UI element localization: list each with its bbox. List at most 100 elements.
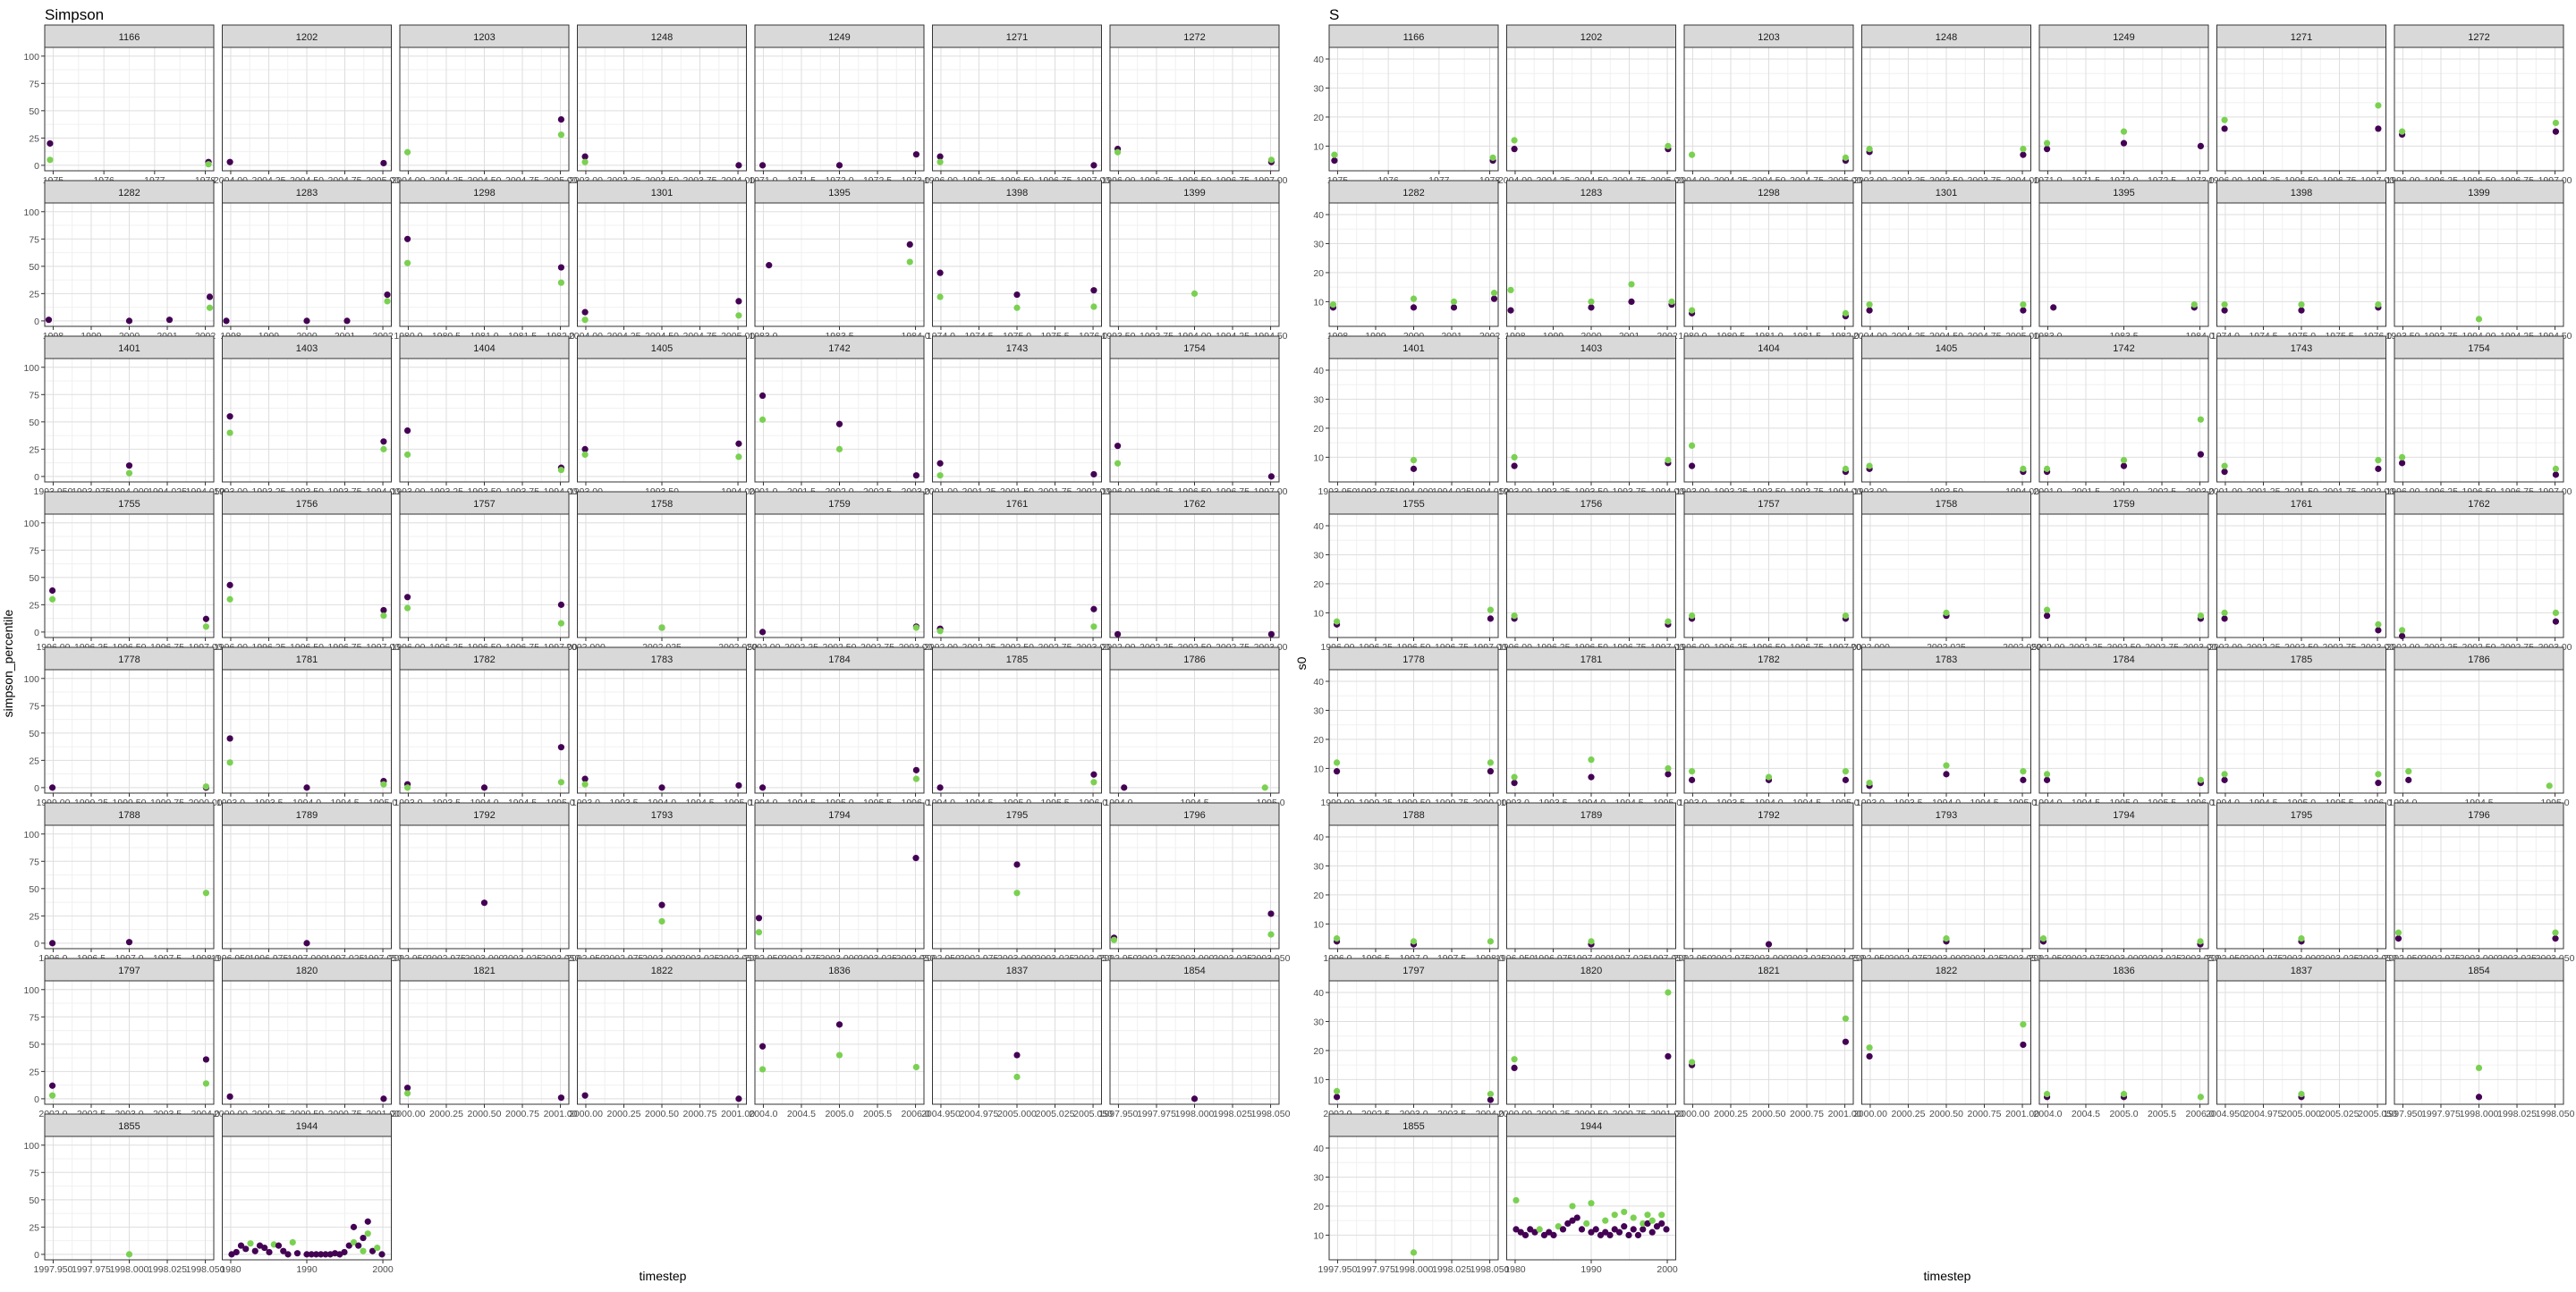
- y-tick-label: 20: [1313, 1046, 1324, 1057]
- x-tick-label: 2004.0: [749, 1109, 777, 1119]
- data-point-green: [2190, 301, 2198, 308]
- s-facet-grid: 116610203040197519761977197812022004.002…: [1313, 24, 2575, 1275]
- data-point-purple: [2050, 304, 2057, 311]
- data-point-purple: [48, 1082, 56, 1089]
- x-tick-label: 1997.950: [2384, 1109, 2423, 1119]
- panel-border: [2394, 669, 2564, 794]
- y-tick-label: 0: [34, 317, 39, 327]
- data-point-purple: [1625, 1231, 1632, 1238]
- data-point-purple: [480, 899, 488, 907]
- panel-border: [932, 669, 1102, 794]
- data-point-green: [1487, 606, 1495, 613]
- facet-strip-label: 1792: [1758, 810, 1779, 821]
- panel-border: [399, 824, 570, 950]
- x-tick-label: 1997.975: [1137, 1109, 1176, 1119]
- data-point-green: [1511, 1056, 1518, 1063]
- facet-panel: 17861994.01994.51995.0: [1104, 646, 1285, 808]
- data-point-purple: [2020, 776, 2027, 783]
- data-point-green: [1511, 612, 1518, 620]
- panel-border: [1328, 202, 1499, 327]
- data-point-green: [350, 1238, 358, 1246]
- data-point-green: [1090, 779, 1097, 786]
- facet-panel: 116602550751001975197619771978: [23, 24, 216, 186]
- data-point-purple: [384, 291, 391, 299]
- y-tick-label: 75: [29, 234, 39, 245]
- x-tick-label: 2000.25: [429, 1109, 463, 1119]
- data-point-purple: [1765, 941, 1773, 948]
- data-point-green: [1410, 1249, 1418, 1256]
- y-tick-label: 75: [29, 390, 39, 401]
- y-tick-label: 0: [34, 1094, 39, 1105]
- data-point-purple: [658, 784, 665, 791]
- x-tick-label: 1998.000: [1175, 1109, 1215, 1119]
- x-tick-label: 2000.00: [1853, 1109, 1887, 1119]
- facet-strip: [2038, 180, 2209, 204]
- y-tick-label: 30: [1313, 861, 1324, 872]
- facet-panel: 185502550751001997.9501997.9751998.00019…: [23, 1113, 225, 1275]
- x-tick-label: 2005.000: [997, 1109, 1037, 1119]
- data-point-purple: [237, 1242, 245, 1249]
- facet-strip: [1683, 180, 1854, 204]
- data-point-purple: [318, 1251, 325, 1258]
- data-point-purple: [912, 151, 920, 158]
- data-point-purple: [378, 1251, 386, 1258]
- data-point-purple: [758, 784, 767, 791]
- facet-panel: 17932002.9502002.9752003.0002003.0252003…: [1851, 802, 2042, 964]
- facet-strip: [222, 24, 392, 48]
- facet-strip-label: 1283: [1580, 188, 1602, 198]
- data-point-purple: [226, 413, 233, 420]
- data-point-purple: [223, 317, 230, 325]
- facet-strip: [2394, 802, 2564, 826]
- panel-border: [1506, 358, 1676, 483]
- data-point-purple: [165, 317, 174, 324]
- data-point-purple: [1540, 1231, 1548, 1238]
- data-point-green: [380, 612, 387, 620]
- data-point-green: [2120, 1091, 2128, 1098]
- panel-border: [1861, 980, 2031, 1105]
- facet-panel: 17831993.01993.51994.01994.51995.0: [1856, 646, 2037, 808]
- x-tick-label: 1998.050: [1470, 1264, 1510, 1275]
- y-tick-label: 40: [1313, 521, 1324, 532]
- data-point-green: [1536, 1226, 1543, 1233]
- facet-strip: [44, 24, 215, 48]
- panel-border: [1109, 46, 1280, 172]
- data-point-green: [936, 293, 944, 300]
- data-point-purple: [912, 472, 920, 479]
- x-tick-label: 1998.050: [1251, 1109, 1291, 1119]
- data-point-green: [226, 595, 233, 603]
- data-point-purple: [835, 162, 843, 169]
- data-point-green: [2394, 929, 2402, 936]
- facet-strip-label: 1759: [828, 499, 850, 510]
- panel-border: [399, 669, 570, 794]
- x-tick-label: 1997.975: [72, 1264, 111, 1275]
- panel-border: [399, 46, 570, 172]
- panel-border: [1328, 46, 1499, 172]
- data-point-purple: [206, 293, 214, 300]
- y-tick-label: 0: [34, 939, 39, 950]
- x-tick-label: 1997.950: [34, 1264, 73, 1275]
- y-tick-label: 75: [29, 79, 39, 89]
- y-tick-label: 10: [1313, 1075, 1324, 1085]
- y-tick-label: 25: [29, 911, 39, 922]
- data-point-green: [202, 890, 210, 897]
- data-point-purple: [350, 1223, 358, 1230]
- panel-border: [932, 824, 1102, 950]
- data-point-green: [2043, 465, 2051, 472]
- y-tick-label: 10: [1313, 608, 1324, 619]
- data-point-purple: [1013, 291, 1021, 299]
- y-tick-label: 30: [1313, 239, 1324, 249]
- y-tick-label: 75: [29, 857, 39, 867]
- facet-panel: 1837 2004.9502004.9752005.0002005.0252005…: [2206, 958, 2397, 1119]
- facet-strip-label: 1298: [1758, 188, 1779, 198]
- facet-panel: 12482003.002003.252003.502003.752004.00: [569, 24, 755, 186]
- y-tick-label: 25: [29, 1222, 39, 1233]
- facet-strip-label: 1822: [1936, 966, 1957, 976]
- data-point-purple: [758, 629, 767, 636]
- facet-strip: [1109, 958, 1280, 982]
- data-point-green: [2020, 146, 2027, 153]
- facet-panel: 12721996.001996.251996.501996.751997.00: [2385, 24, 2572, 186]
- panel-border: [44, 202, 215, 327]
- facet-strip-label: 1743: [1006, 343, 1028, 354]
- panel-border: [577, 513, 747, 638]
- facet-strip-label: 1758: [1936, 499, 1957, 510]
